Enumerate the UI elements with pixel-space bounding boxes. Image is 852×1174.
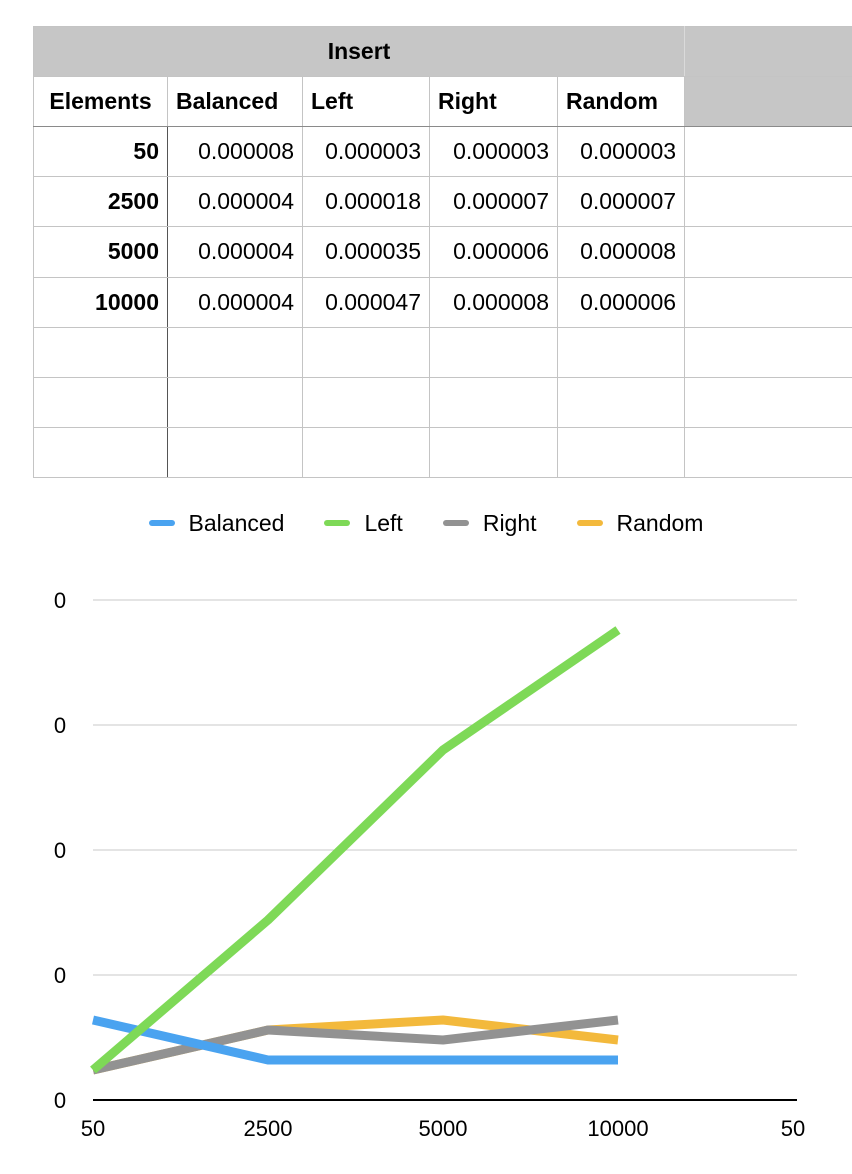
table-cell[interactable]: 0.000006 [556, 276, 686, 328]
table-cell[interactable] [684, 226, 852, 278]
table-cell[interactable] [429, 376, 558, 428]
table-cell[interactable]: 0.000003 [302, 126, 430, 178]
legend-swatch [576, 520, 603, 526]
table-cell[interactable] [33, 326, 168, 378]
row-header[interactable]: 10000 [33, 276, 168, 328]
table-title-row: Insert [32, 25, 852, 78]
chart-legend: Balanced Left Right Random [0, 505, 852, 541]
x-tick-label: 5000 [419, 1116, 468, 1141]
table-row [33, 376, 852, 428]
data-table: Insert Elements Balanced Left Right Rand… [32, 25, 852, 479]
table-cell[interactable]: 0.000008 [429, 276, 558, 328]
table-row: 50 0.000008 0.000003 0.000003 0.000003 [33, 126, 852, 178]
legend-label: Random [616, 509, 704, 536]
series-line-balanced [91, 1015, 618, 1065]
y-tick-label: 0 [54, 713, 66, 738]
header-cell[interactable] [684, 25, 852, 78]
legend-swatch [324, 520, 351, 526]
table-cell[interactable]: 0.000035 [302, 226, 430, 278]
table-row: 10000 0.000004 0.000047 0.000008 0.00000… [33, 276, 852, 328]
table-cell[interactable]: 0.000018 [302, 176, 430, 228]
table-cell[interactable] [684, 326, 852, 378]
table-cell[interactable]: 0.000004 [167, 226, 303, 278]
table-cell[interactable] [33, 426, 168, 479]
table-cell[interactable] [302, 376, 430, 428]
series-line-right [91, 1015, 619, 1075]
table-cell[interactable] [167, 326, 303, 378]
legend-item-right[interactable]: Right [442, 509, 537, 537]
x-tick-label: 50 [81, 1116, 105, 1141]
legend-item-random[interactable]: Random [576, 509, 704, 537]
table-cell[interactable]: 0.000006 [429, 226, 558, 278]
table-cell[interactable]: 0.000047 [302, 276, 430, 328]
table-cell[interactable] [684, 176, 852, 228]
table-cell[interactable] [429, 426, 558, 479]
table-cell[interactable]: 0.000004 [167, 276, 303, 328]
x-tick-label: 50 [781, 1116, 805, 1141]
y-tick-label: 0 [54, 838, 66, 863]
table-cell[interactable]: 0.000008 [556, 226, 686, 278]
table-cell[interactable]: 0.000007 [429, 176, 558, 228]
table-cell[interactable]: 0.000008 [167, 126, 303, 178]
table-cell[interactable] [33, 376, 168, 428]
table-cell[interactable]: 0.000007 [556, 176, 686, 228]
header-cell[interactable] [684, 76, 852, 128]
x-tick-label: 10000 [587, 1116, 648, 1141]
column-header[interactable]: Right [429, 76, 558, 128]
table-cell[interactable] [167, 426, 303, 479]
table-cell[interactable] [684, 126, 852, 178]
series-line-left [90, 626, 621, 1074]
table-row [33, 326, 852, 378]
legend-item-left[interactable]: Left [324, 509, 403, 537]
table-title[interactable]: Insert [32, 25, 686, 78]
legend-label: Right [482, 509, 537, 536]
legend-item-balanced[interactable]: Balanced [148, 509, 285, 537]
column-header[interactable]: Balanced [167, 76, 303, 128]
table-cell[interactable]: 0.000004 [167, 176, 303, 228]
table-cell[interactable] [556, 376, 686, 428]
row-header[interactable]: 50 [33, 126, 168, 178]
table-cell[interactable] [556, 426, 686, 479]
row-header[interactable]: 5000 [33, 226, 168, 278]
table-cell[interactable] [302, 326, 430, 378]
y-tick-label: 0 [54, 1088, 66, 1113]
table-cell[interactable] [167, 376, 303, 428]
legend-swatch [148, 520, 175, 526]
table-header-row: Elements Balanced Left Right Random [33, 76, 852, 128]
table-row: 5000 0.000004 0.000035 0.000006 0.000008 [33, 226, 852, 278]
table-cell[interactable] [684, 426, 852, 479]
table-cell[interactable]: 0.000003 [429, 126, 558, 178]
line-chart[interactable]: 0 0 0 0 0 50 2500 5000 10000 50 [0, 560, 852, 1174]
table-cell[interactable] [302, 426, 430, 479]
table-cell[interactable] [429, 326, 558, 378]
row-header[interactable]: 2500 [33, 176, 168, 228]
table-cell[interactable] [684, 276, 852, 328]
legend-label: Left [364, 509, 403, 536]
y-tick-label: 0 [54, 963, 66, 988]
legend-swatch [442, 520, 469, 526]
table-cell[interactable] [556, 326, 686, 378]
table-cell[interactable]: 0.000003 [556, 126, 686, 178]
x-tick-label: 2500 [244, 1116, 293, 1141]
table-row: 2500 0.000004 0.000018 0.000007 0.000007 [33, 176, 852, 228]
y-tick-label: 0 [54, 588, 66, 613]
legend-label: Balanced [188, 509, 285, 536]
table-cell[interactable] [684, 376, 852, 428]
table-row [33, 426, 852, 479]
column-header[interactable]: Left [302, 76, 430, 128]
column-header[interactable]: Random [556, 76, 686, 128]
column-header[interactable]: Elements [33, 76, 168, 128]
